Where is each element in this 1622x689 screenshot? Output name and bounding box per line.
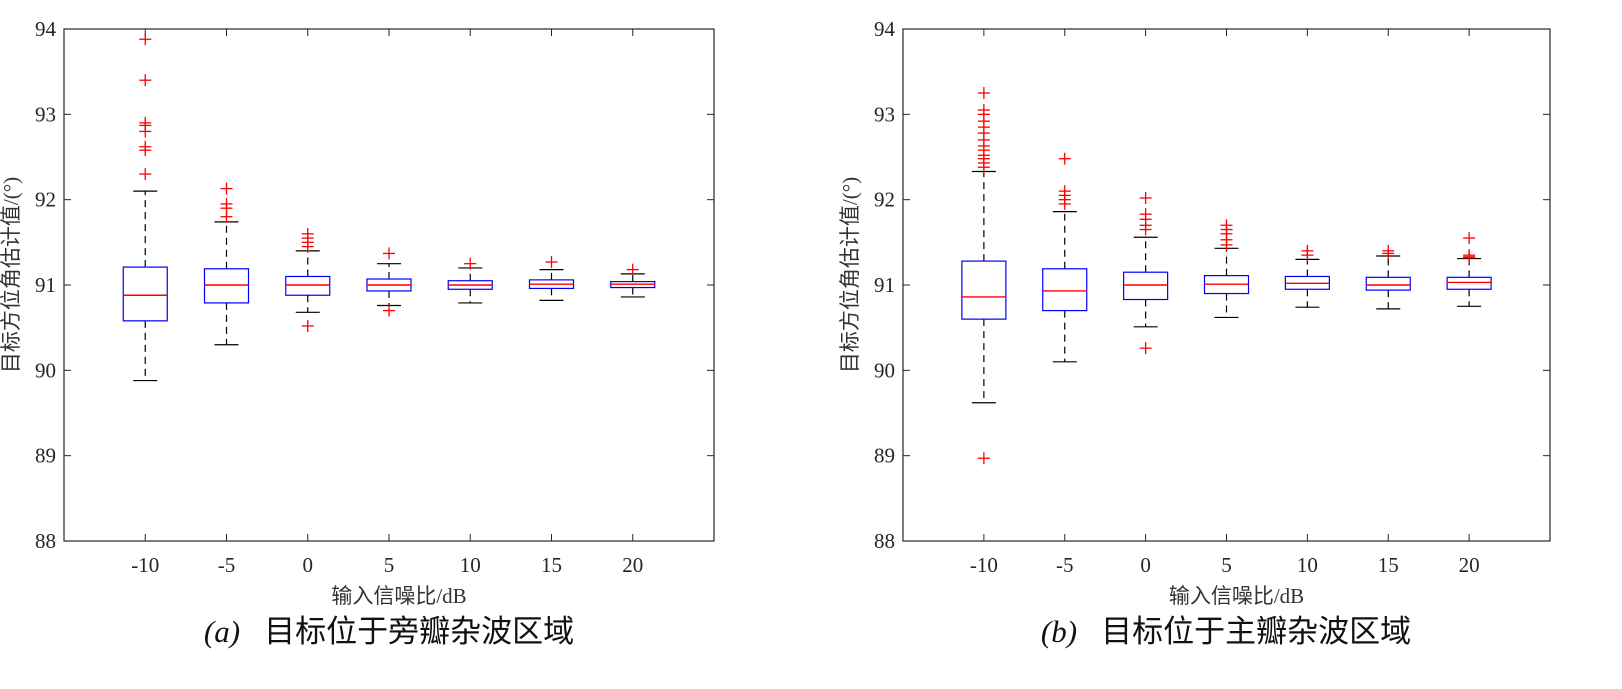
x-tick-label: 10 [1297,553,1318,577]
iqr-box [122,266,168,322]
y-axis-label: 目标方位角估计值/(°) [0,177,23,373]
y-tick-label: 88 [874,529,895,553]
outlier-marker [977,87,990,99]
iqr-box [961,260,1007,320]
x-axis-label: 输入信噪比/dB [1169,584,1304,608]
x-tick-label: -10 [970,553,998,577]
outlier-marker [1139,191,1152,204]
x-tick-label: -5 [218,553,236,577]
outlier-marker [139,168,152,181]
y-tick-label: 89 [35,444,56,468]
y-tick-label: 92 [35,188,56,212]
outlier-marker [626,263,639,276]
box-0 [285,227,331,332]
y-tick-label: 90 [874,358,895,382]
outlier-marker [1139,342,1152,355]
y-tick-label: 94 [35,17,57,41]
x-tick-label: 15 [1378,553,1399,577]
outlier-marker [301,319,314,332]
y-tick-label: 92 [874,188,895,212]
chart-panel-a: 88 89 90 91 92 93 94 -10 -5 0 5 10 15 20 输入信噪比/dB 目标方位角… [0,17,715,649]
outlier-marker [383,304,395,317]
outlier-marker [139,74,152,87]
outlier-marker [139,33,152,46]
x-tick-label: 20 [622,553,643,577]
x-tick-label: 0 [1140,553,1151,577]
x-tick-label: 15 [541,553,562,577]
box-5 [1203,219,1250,319]
plot-frame [902,28,1551,542]
box--5 [1042,152,1088,363]
outlier-marker [977,452,990,465]
outlier-marker [1382,244,1395,257]
y-tick-label: 88 [35,529,56,553]
x-tick-label: 5 [1221,553,1232,577]
y-tick-label: 91 [35,273,56,297]
y-tick-label: 94 [874,17,896,41]
box-15 [528,255,575,301]
box-10 [447,257,493,304]
x-tick-label: -5 [1056,553,1074,577]
x-tick-label: 20 [1459,553,1480,577]
x-tick-label: 5 [384,553,395,577]
figure-caption: (b) 目标位于主瓣杂波区域 [1041,614,1411,649]
y-tick-label: 93 [874,102,895,126]
box-0 [1123,191,1169,355]
y-tick-label: 93 [35,102,56,126]
outlier-marker [464,257,477,270]
caption-tag: (a) [204,614,240,649]
outlier-marker [383,247,395,260]
box-5 [366,247,412,317]
caption-text: 目标位于旁瓣杂波区域 [264,614,574,649]
chart-panel-b: 88 89 90 91 92 93 94 -10 -5 0 5 10 15 20 输入信噪比/dB 目标方位角… [838,17,1551,649]
y-tick-label: 89 [874,444,895,468]
outlier-marker [1139,208,1152,221]
box--10 [122,33,168,382]
outlier-marker [1463,232,1476,245]
outlier-marker [220,182,233,195]
y-axis-label: 目标方位角估计值/(°) [838,177,862,373]
figure-caption: (a) 目标位于旁瓣杂波区域 [204,614,574,649]
x-tick-label: 0 [303,553,314,577]
outlier-marker [1463,249,1476,262]
iqr-box [285,275,331,296]
iqr-box [1365,276,1411,291]
box-10 [1284,244,1330,308]
caption-tag: (b) [1041,614,1077,649]
box--10 [961,87,1007,465]
x-tick-label: 10 [460,553,481,577]
iqr-box [203,268,250,304]
outlier-marker [1220,219,1233,232]
box-15 [1365,244,1411,310]
outlier-marker [220,197,233,210]
y-tick-label: 91 [874,273,895,297]
outlier-marker [545,255,558,268]
iqr-box [1446,276,1492,290]
outlier-marker [977,104,990,117]
outlier-marker [139,116,152,129]
outlier-marker [139,140,152,153]
box-20 [610,263,656,298]
caption-text: 目标位于主瓣杂波区域 [1101,614,1411,649]
iqr-box [1123,271,1169,301]
x-tick-label: -10 [131,553,159,577]
iqr-box [1042,268,1088,312]
box--5 [203,182,250,346]
box-20 [1446,232,1492,307]
outlier-marker [1058,152,1071,165]
outlier-marker [1301,244,1314,257]
y-tick-label: 90 [35,358,56,382]
outlier-marker [301,227,314,240]
outlier-marker [1058,185,1071,198]
x-axis-label: 输入信噪比/dB [331,584,466,608]
